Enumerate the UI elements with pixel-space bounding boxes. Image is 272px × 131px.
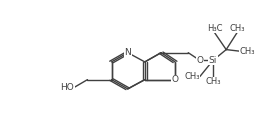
Text: O: O [196,56,203,65]
Text: N: N [124,48,131,57]
Text: CH₃: CH₃ [229,24,245,33]
Text: CH₃: CH₃ [205,77,221,86]
Text: H₃C: H₃C [207,24,222,33]
Text: CH₃: CH₃ [184,72,200,81]
Text: CH₃: CH₃ [239,47,255,56]
Text: HO: HO [61,83,74,92]
Text: Si: Si [209,56,217,65]
Text: O: O [172,75,178,84]
